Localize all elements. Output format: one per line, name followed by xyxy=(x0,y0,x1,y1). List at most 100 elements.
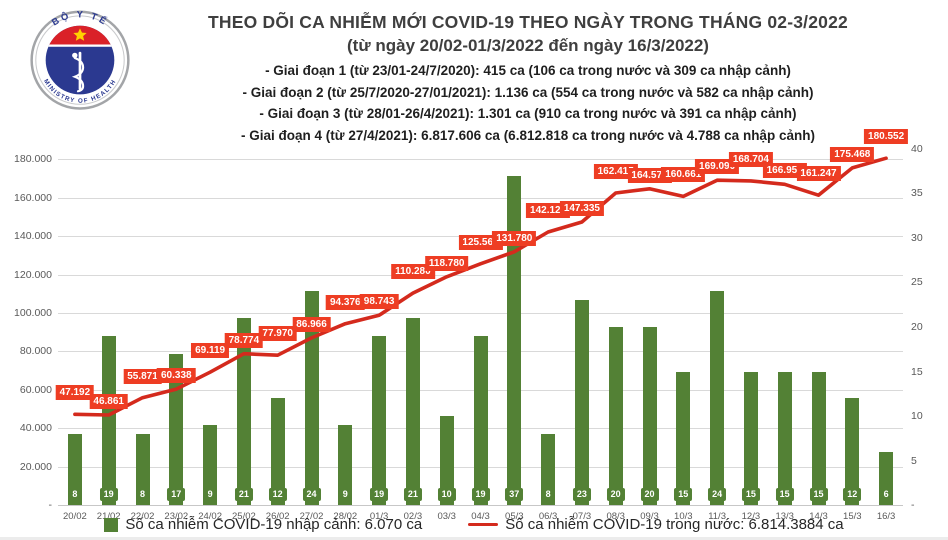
bar-imported-cases xyxy=(777,371,792,505)
x-axis-tick-label: 26/02 xyxy=(265,511,290,522)
left-axis-tick-label: 40.000 xyxy=(19,422,52,435)
legend-domestic-label: Số ca nhiễm COVID-19 trong nước: 6.814.3… xyxy=(505,516,844,533)
bar-imported-cases xyxy=(743,371,758,505)
x-axis-tick-label: 02/3 xyxy=(403,511,423,522)
bar-value-badge: 19 xyxy=(471,488,490,501)
right-axis-tick-label: 20 xyxy=(911,321,923,333)
x-axis-tick-label: 10/3 xyxy=(674,511,693,522)
bar-imported-cases xyxy=(473,335,488,505)
legend-item-imported: Số ca nhiễm COVID-19 nhập cảnh: 6.070 ca xyxy=(104,516,422,533)
x-axis-tick-label: 22/02 xyxy=(130,511,155,522)
red-line-swatch-icon xyxy=(468,522,499,527)
chart-legend: Số ca nhiễm COVID-19 nhập cảnh: 6.070 ca… xyxy=(0,516,948,533)
window-bottom-edge xyxy=(0,537,948,540)
bar-value-badge: 24 xyxy=(708,488,727,501)
chart-subtitle: (từ ngày 20/02-01/3/2022 đến ngày 16/3/2… xyxy=(347,36,709,55)
bar-value-badge: 23 xyxy=(572,488,591,501)
bar-imported-cases xyxy=(845,398,860,505)
bar-imported-cases xyxy=(642,327,657,505)
x-axis-tick-label: 04/3 xyxy=(471,511,490,522)
bar-value-badge: 12 xyxy=(268,488,287,501)
phase-note-1: - Giai đoạn 1 (từ 23/01-24/7/2020): 415 … xyxy=(265,63,791,78)
line-value-label: 77.970 xyxy=(258,326,297,342)
ministry-of-health-logo: BỘ Y TẾ MINISTRY OF HEALTH xyxy=(30,9,130,110)
bar-imported-cases xyxy=(372,335,387,505)
line-value-label: 118.780 xyxy=(424,255,469,271)
bar-imported-cases xyxy=(676,371,691,505)
line-value-label: 142.128 xyxy=(526,203,571,218)
bar-value-badge: 15 xyxy=(741,488,760,501)
x-axis-tick-label: 15/3 xyxy=(843,511,862,522)
bar-value-badge: 37 xyxy=(505,488,524,501)
bar-value-badge: 20 xyxy=(606,488,625,501)
x-axis-tick-label: 21/02 xyxy=(96,511,121,522)
phase-note-2: - Giai đoạn 2 (từ 25/7/2020-27/01/2021):… xyxy=(242,84,814,100)
left-axis-tick-label: 140.000 xyxy=(14,230,52,243)
line-value-label: 164.576 xyxy=(627,167,672,183)
line-value-label: 180.552 xyxy=(864,129,909,145)
bar-value-badge: 8 xyxy=(135,488,150,501)
bar-imported-cases xyxy=(507,175,522,505)
right-axis-tick-label: 35 xyxy=(911,187,923,200)
right-axis-tick-label: 15 xyxy=(911,365,923,378)
x-axis-tick-label: 27/02 xyxy=(299,511,324,522)
line-value-label: 86.966 xyxy=(292,316,331,332)
right-axis-tick-label: - xyxy=(911,499,915,511)
line-value-label: 131.780 xyxy=(492,230,537,246)
bar-value-badge: 17 xyxy=(167,488,186,501)
x-axis-tick-label: 05/3 xyxy=(505,511,524,522)
bar-value-badge: 15 xyxy=(809,488,828,501)
left-axis-tick-label: 20.000 xyxy=(19,460,52,473)
x-axis-tick-label: 20/02 xyxy=(63,511,87,522)
left-axis-tick-label: 80.000 xyxy=(19,345,52,358)
x-axis-line xyxy=(58,505,903,506)
bar-value-badge: 21 xyxy=(234,488,253,501)
x-axis-tick-label: 08/3 xyxy=(606,511,625,522)
x-axis-tick-label: 01/3 xyxy=(369,511,389,522)
legend-imported-label: Số ca nhiễm COVID-19 nhập cảnh: 6.070 ca xyxy=(125,516,423,533)
line-value-label: 168.704 xyxy=(728,151,773,167)
bar-imported-cases xyxy=(608,327,623,505)
x-axis-tick-label: 24/02 xyxy=(198,511,222,522)
left-axis-tick-label: 100.000 xyxy=(14,306,52,319)
line-value-label: 161.247 xyxy=(796,166,841,182)
line-value-label: 147.335 xyxy=(559,201,604,216)
bar-imported-cases xyxy=(101,335,116,505)
line-value-label: 110.280 xyxy=(391,264,435,280)
x-axis-tick-label: 13/3 xyxy=(775,511,794,522)
left-axis-tick-label: 120.000 xyxy=(14,268,52,281)
bar-imported-cases xyxy=(270,398,285,505)
green-bar-swatch-icon xyxy=(104,517,119,532)
bar-value-badge: 6 xyxy=(879,488,893,501)
bar-imported-cases xyxy=(811,371,826,505)
line-value-label: 160.661 xyxy=(661,167,706,183)
x-axis-tick-label: 16/3 xyxy=(876,511,896,522)
bar-value-badge: 19 xyxy=(99,488,118,501)
bar-imported-cases xyxy=(338,424,353,505)
x-axis-tick-label: 23/02 xyxy=(164,511,189,522)
line-value-label: 78.774 xyxy=(224,332,264,348)
right-axis-tick-label: 25 xyxy=(911,276,923,289)
bar-value-badge: 21 xyxy=(403,488,422,501)
bar-value-badge: 20 xyxy=(640,488,659,501)
legend-item-domestic: Số ca nhiễm COVID-19 trong nước: 6.814.3… xyxy=(468,516,844,533)
bar-value-badge: 15 xyxy=(674,488,693,501)
bar-imported-cases xyxy=(541,433,556,505)
line-value-label: 166.953 xyxy=(762,163,807,179)
bar-value-badge: 19 xyxy=(370,488,389,501)
line-value-label: 125.568 xyxy=(458,234,503,250)
gridline xyxy=(58,197,903,199)
x-axis-tick-label: 07/3 xyxy=(572,511,592,522)
line-value-label: 94.376 xyxy=(326,294,365,310)
bar-value-badge: 15 xyxy=(775,488,794,501)
phase-note-3: - Giai đoạn 3 (từ 28/01-26/4/2021): 1.30… xyxy=(259,106,797,121)
gridline xyxy=(58,274,903,276)
x-axis-tick-label: 25/02 xyxy=(232,511,256,522)
right-axis-tick-label: 10 xyxy=(911,410,923,422)
left-axis-tick-label: 180.000 xyxy=(14,153,52,166)
bar-value-badge: 8 xyxy=(541,488,555,501)
left-axis-tick-label: 160.000 xyxy=(14,191,52,204)
logo-snake xyxy=(71,56,85,93)
bar-imported-cases xyxy=(439,416,454,505)
x-axis-tick-label: 03/3 xyxy=(437,511,456,522)
